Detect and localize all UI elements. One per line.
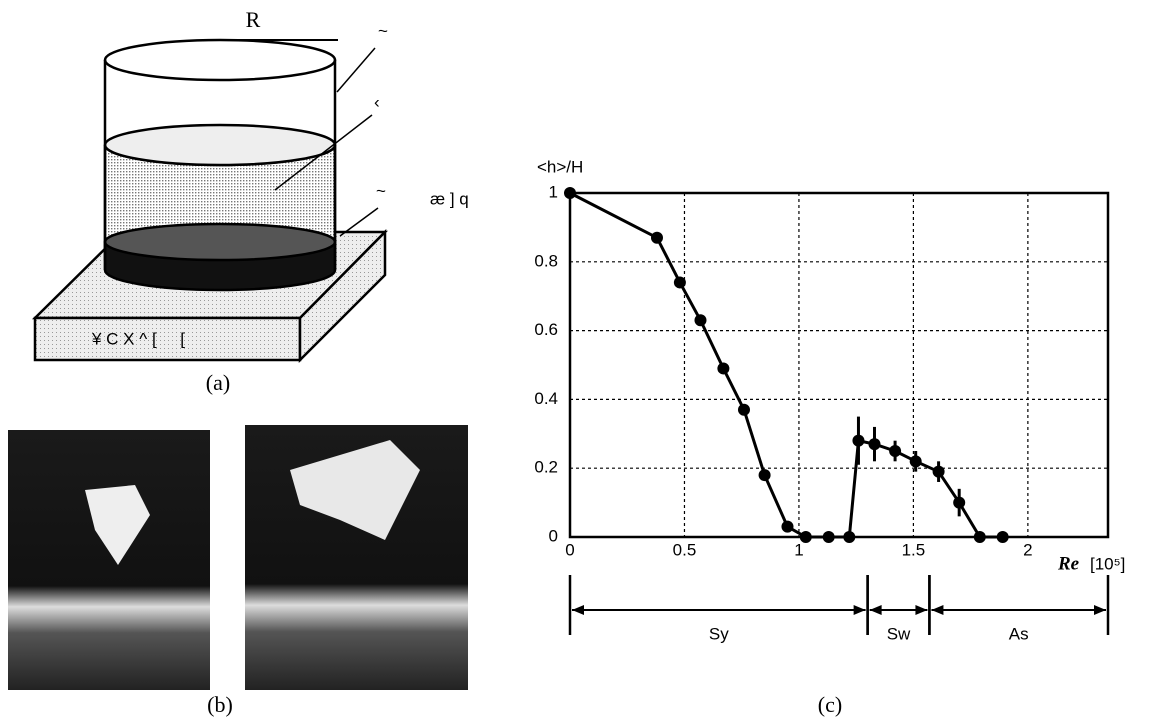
photos [8,425,468,690]
data-point [889,445,902,457]
panel-label: (a) [206,370,230,395]
x-axis-label: Re [1057,553,1080,574]
data-point [758,469,771,482]
x-tick-label: 0.5 [673,540,697,559]
data-point [953,496,966,509]
x-axis-unit: [10⁵] [1090,554,1125,573]
label: ~ [378,21,388,40]
liquid-surface [103,123,337,167]
label: ‹ [374,92,380,111]
data-point [673,276,686,289]
data-point [650,231,663,244]
label: R [246,7,261,32]
data-point [852,434,865,447]
arrow-head [853,605,866,615]
arrow-head [572,605,584,615]
leader [274,114,373,191]
data-point [781,520,794,533]
label: ¥ C X ^ [ [ [91,329,185,348]
data-point [564,187,576,199]
x-tick-label: 0 [565,540,574,559]
label: ~ [376,181,386,200]
y-tick-label: 1 [549,182,558,201]
plot-frame [568,191,1110,539]
label: æ ] q [430,189,469,208]
x-tick-label: 1 [794,540,803,559]
apparatus-diagram [31,38,388,364]
arrow-head [1094,605,1106,615]
data-point [932,465,945,478]
arrow-head [915,605,928,615]
photo [8,430,210,690]
data-point [868,438,881,451]
data-point [799,531,812,543]
arrow-head [869,605,882,615]
y-tick-label: 0.2 [534,458,558,477]
x-tick-label: 1.5 [902,540,926,559]
region-label: Sw [887,624,911,643]
data-point [717,362,730,375]
data-point [822,531,835,543]
y-tick-label: 0.8 [534,251,558,270]
panel-label: (b) [207,692,233,717]
photo-highlight [290,440,420,540]
leader [336,47,376,93]
data-point [694,314,707,327]
y-tick-label: 0.6 [534,320,558,339]
data-point [996,531,1009,543]
y-axis-label: <h>/H [537,157,583,176]
photo-highlight [85,485,150,565]
region-label: As [1009,624,1029,643]
panel-label: (c) [818,692,842,717]
y-tick-label: 0 [549,526,558,545]
data-point [909,455,922,468]
data-point [973,531,986,543]
plate-side [298,228,387,364]
data-point [737,403,750,416]
cylinder-top [103,38,337,82]
y-tick-label: 0.4 [534,389,558,408]
data-line [569,191,1003,539]
leader [339,207,379,237]
x-tick-label: 2 [1023,540,1032,559]
sediment-surface [103,222,337,262]
arrow-head [931,605,944,615]
region-label: Sy [709,624,729,643]
data-point [843,531,856,543]
